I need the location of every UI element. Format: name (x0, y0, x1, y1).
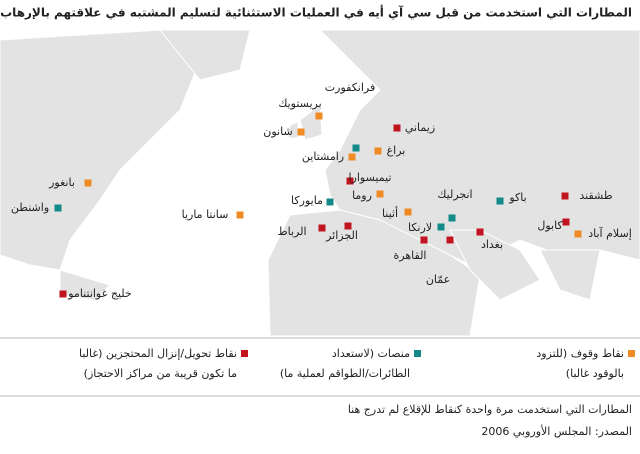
place-marker (326, 198, 334, 206)
place-label: براغ (387, 144, 406, 157)
place-marker (346, 177, 354, 185)
place-marker (376, 190, 384, 198)
place-marker (476, 228, 484, 236)
map-land (0, 29, 640, 337)
title: المطارات التي استخدمت من قبل سي آي أيه ف… (0, 5, 632, 20)
place-marker (374, 147, 382, 155)
place-marker (348, 153, 356, 161)
place-marker (437, 223, 445, 231)
place-marker (404, 208, 412, 216)
place-label: شانون (263, 125, 292, 138)
place-label: أثينا (382, 206, 398, 220)
place-label: طشقند (579, 189, 612, 202)
place-label: روما (352, 189, 372, 202)
place-marker (393, 124, 401, 132)
place-label: سانتا ماريا (182, 208, 229, 221)
place-label: رامشتاين (302, 150, 344, 163)
place-marker (236, 211, 244, 219)
legend-label: الطائرات/الطواقم لعملية ما) (280, 367, 410, 380)
legend-swatch (414, 350, 421, 357)
place-label: زيماني (405, 121, 435, 134)
place-marker (448, 214, 456, 222)
legend-swatch (241, 350, 248, 357)
place-label: كابول (537, 219, 563, 232)
place-label: فرانكفورت (325, 81, 375, 94)
place-marker (297, 128, 305, 136)
place-label: خليج غوانتنامو (67, 287, 131, 300)
place-label: تيميسوارا (349, 171, 392, 184)
place-marker (352, 144, 360, 152)
place-marker (318, 224, 326, 232)
legend-label: بالوقود غالبا) (566, 367, 624, 380)
legend-label: ما تكون قريبة من مراكز الاحتجاز) (84, 367, 237, 380)
place-label: انجرليك (437, 188, 472, 201)
footer-note: المطارات التي استخدمت مرة واحدة كنقاط لل… (348, 403, 632, 416)
place-label: بغداد (481, 238, 503, 251)
place-marker (59, 290, 67, 298)
place-label: واشنطن (11, 201, 49, 214)
place-marker (562, 218, 570, 226)
place-label: الجزائر (325, 229, 358, 242)
place-marker (561, 192, 569, 200)
legend-label: نقاط وقوف (للتزود (536, 347, 624, 360)
place-marker (54, 204, 62, 212)
place-label: إسلام آباد (588, 226, 632, 240)
place-marker (574, 230, 582, 238)
legend-label: نقاط تحويل/إنزال المحتجزين (غالبا (79, 347, 237, 360)
legend-label: منصات (لاستعداد (332, 347, 410, 360)
place-marker (344, 222, 352, 230)
legend-swatch (628, 350, 635, 357)
place-marker (84, 179, 92, 187)
place-label: الرباط (277, 225, 306, 238)
place-marker (496, 197, 504, 205)
place-label: لارنكا (408, 221, 432, 234)
place-marker (420, 236, 428, 244)
footer-source: المصدر: المجلس الأوروبي 2006 (481, 424, 632, 438)
place-label: مايوركا (291, 194, 323, 207)
place-label: عمّان (426, 273, 450, 286)
place-marker (446, 236, 454, 244)
place-label: بانغور (48, 176, 75, 189)
place-marker (315, 112, 323, 120)
place-label: باكو (508, 191, 526, 204)
place-label: القاهرة (394, 249, 427, 262)
place-label: بريستويك (278, 97, 321, 110)
